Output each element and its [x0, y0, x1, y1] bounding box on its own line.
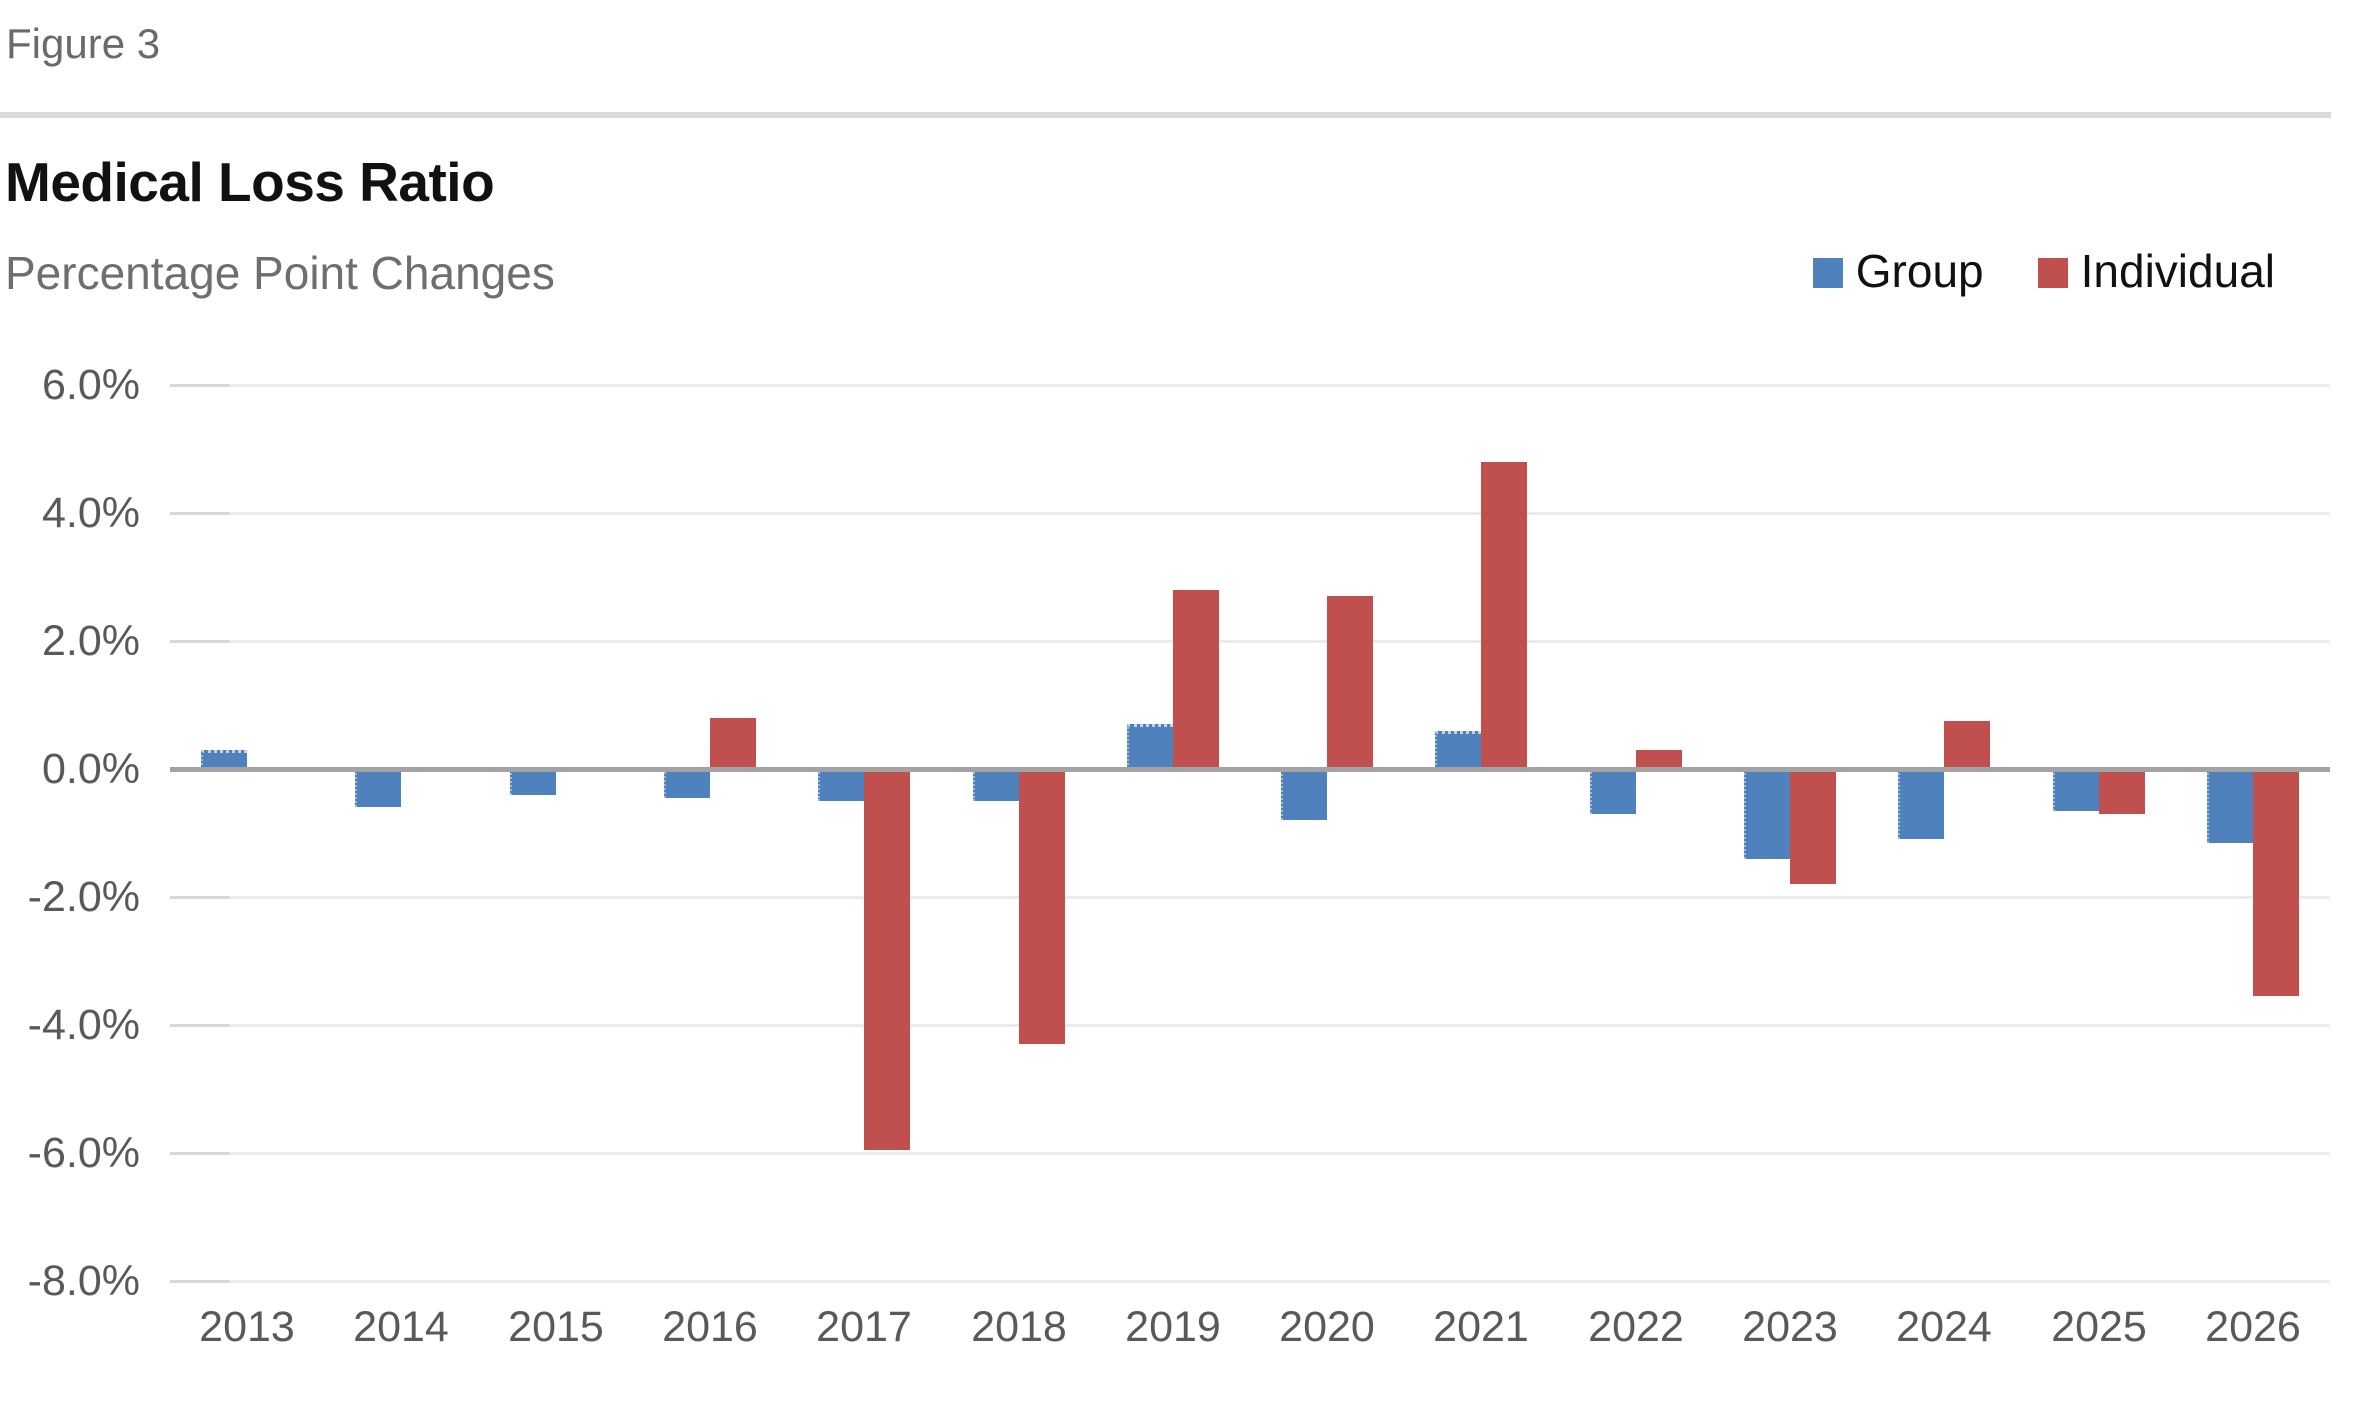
y-axis-tick-mark — [170, 384, 230, 387]
legend-item-individual: Individual — [2037, 244, 2275, 298]
x-tick-label-2017: 2017 — [816, 1303, 912, 1351]
individual-series-swatch-icon — [2037, 257, 2068, 288]
gridline — [170, 896, 2330, 899]
bar-individual-2024 — [1944, 721, 1990, 769]
y-axis-tick-mark — [170, 1152, 230, 1155]
y-tick-label: -4.0% — [27, 1001, 140, 1049]
y-tick-label: -6.0% — [27, 1129, 140, 1177]
legend-item-group: Group — [1812, 244, 1984, 298]
legend-label-individual: Individual — [2080, 245, 2275, 297]
bar-group-2013 — [201, 750, 247, 769]
y-axis-tick-mark — [170, 1024, 230, 1027]
bar-individual-2018 — [1019, 769, 1065, 1044]
bar-individual-2017 — [864, 769, 910, 1150]
bar-group-2014 — [355, 769, 401, 807]
x-tick-label-2020: 2020 — [1279, 1303, 1375, 1351]
y-axis-tick-mark — [170, 640, 230, 643]
x-tick-label-2019: 2019 — [1125, 1303, 1221, 1351]
gridline — [170, 384, 2330, 387]
gridline — [170, 512, 2330, 515]
bar-group-2017 — [818, 769, 864, 801]
bar-individual-2020 — [1327, 596, 1373, 769]
bar-group-2024 — [1898, 769, 1944, 839]
gridline — [170, 1024, 2330, 1027]
y-tick-label: 6.0% — [41, 361, 140, 409]
x-tick-label-2025: 2025 — [2051, 1303, 2147, 1351]
x-tick-label-2021: 2021 — [1433, 1303, 1529, 1351]
legend-label-group: Group — [1855, 245, 1984, 297]
bar-group-2023 — [1744, 769, 1790, 859]
legend: Group Individual — [1812, 244, 2275, 298]
y-axis-tick-mark — [170, 896, 230, 899]
bar-group-2025 — [2053, 769, 2099, 811]
y-tick-label: 4.0% — [41, 489, 140, 537]
bar-individual-2025 — [2099, 769, 2145, 814]
bar-group-2026 — [2207, 769, 2253, 843]
bar-group-2018 — [973, 769, 1019, 801]
zero-axis-line — [170, 767, 2330, 772]
bar-group-2022 — [1590, 769, 1636, 814]
y-tick-label: -8.0% — [27, 1257, 140, 1305]
y-tick-label: 0.0% — [41, 745, 140, 793]
x-tick-label-2018: 2018 — [971, 1303, 1067, 1351]
x-tick-label-2016: 2016 — [662, 1303, 758, 1351]
bar-individual-2021 — [1481, 462, 1527, 769]
bar-individual-2023 — [1790, 769, 1836, 884]
bar-group-2019 — [1127, 724, 1173, 769]
bar-individual-2022 — [1636, 750, 1682, 769]
y-axis-tick-mark — [170, 1280, 230, 1283]
bar-group-2020 — [1281, 769, 1327, 820]
x-tick-label-2026: 2026 — [2205, 1303, 2301, 1351]
y-axis-tick-mark — [170, 512, 230, 515]
bar-group-2016 — [664, 769, 710, 798]
gridline — [170, 640, 2330, 643]
x-tick-label-2014: 2014 — [353, 1303, 449, 1351]
header-divider — [0, 112, 2331, 118]
bar-individual-2026 — [2253, 769, 2299, 996]
bar-individual-2016 — [710, 718, 756, 769]
x-tick-label-2015: 2015 — [508, 1303, 604, 1351]
chart-subtitle: Percentage Point Changes — [5, 247, 555, 299]
x-tick-label-2023: 2023 — [1742, 1303, 1838, 1351]
y-tick-label: -2.0% — [27, 873, 140, 921]
chart-title: Medical Loss Ratio — [5, 151, 495, 213]
group-series-swatch-icon — [1812, 257, 1843, 288]
x-tick-label-2024: 2024 — [1896, 1303, 1992, 1351]
bar-individual-2019 — [1173, 590, 1219, 769]
gridline — [170, 1280, 2330, 1283]
gridline — [170, 1152, 2330, 1155]
bar-group-2015 — [510, 769, 556, 795]
y-tick-label: 2.0% — [41, 617, 140, 665]
x-tick-label-2022: 2022 — [1588, 1303, 1684, 1351]
x-tick-label-2013: 2013 — [199, 1303, 295, 1351]
figure-label: Figure 3 — [6, 20, 161, 67]
bar-group-2021 — [1435, 731, 1481, 769]
